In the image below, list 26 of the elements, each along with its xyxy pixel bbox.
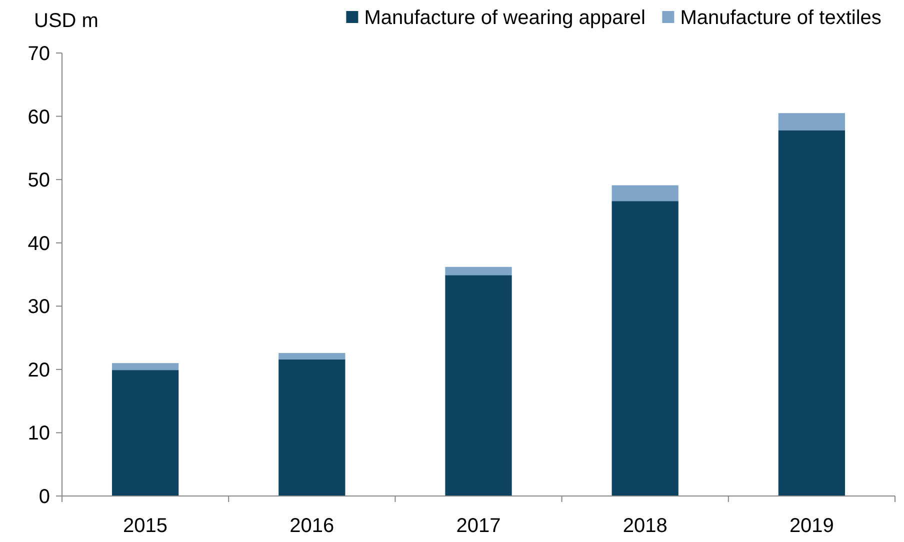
- bar: [445, 275, 512, 496]
- y-tick-label: 10: [28, 422, 50, 445]
- bar: [778, 130, 846, 496]
- bar: [612, 185, 678, 202]
- x-tick-label: 2016: [290, 515, 334, 537]
- y-tick-label: 30: [28, 296, 50, 318]
- y-tick-label: 60: [28, 106, 50, 128]
- legend-label: Manufacture of wearing apparel: [364, 7, 646, 29]
- y-tick-label: 20: [28, 359, 50, 382]
- bar: [112, 363, 179, 370]
- bar: [778, 113, 846, 130]
- bar: [445, 266, 512, 276]
- x-tick-label: 2019: [789, 515, 834, 537]
- bar: [278, 359, 346, 496]
- y-tick-label: 50: [28, 170, 50, 192]
- y-tick-label: 70: [28, 43, 50, 65]
- x-tick-label: 2017: [456, 515, 501, 537]
- y-axis-title: USD m: [34, 10, 98, 32]
- y-tick-label: 0: [38, 486, 50, 508]
- bar: [112, 370, 179, 496]
- bar: [612, 201, 678, 496]
- legend-label: Manufacture of textiles: [680, 7, 882, 29]
- y-tick-label: 40: [28, 232, 50, 255]
- x-tick-label: 2018: [622, 515, 668, 537]
- x-tick-label: 2015: [123, 515, 168, 537]
- bar: [278, 352, 346, 360]
